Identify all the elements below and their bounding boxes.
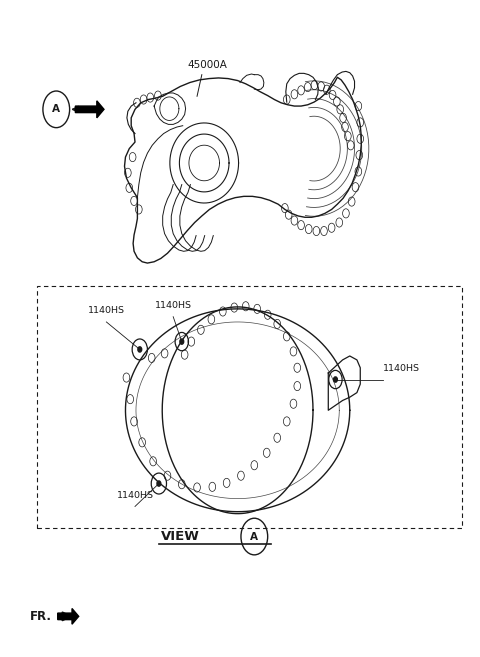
Polygon shape (58, 608, 79, 624)
Circle shape (334, 377, 337, 382)
Text: 1140HS: 1140HS (88, 306, 125, 315)
Circle shape (138, 347, 142, 352)
Text: 1140HS: 1140HS (155, 301, 192, 310)
Polygon shape (75, 101, 104, 118)
Text: VIEW: VIEW (161, 530, 199, 543)
Circle shape (157, 481, 161, 486)
Text: FR.: FR. (30, 610, 52, 623)
Text: 1140HS: 1140HS (383, 364, 420, 373)
Text: 45000A: 45000A (188, 60, 228, 70)
Text: 1140HS: 1140HS (117, 491, 154, 500)
Circle shape (180, 339, 184, 344)
Polygon shape (124, 78, 361, 263)
Text: A: A (52, 104, 60, 114)
Bar (37, 286, 462, 528)
Text: A: A (250, 532, 258, 541)
